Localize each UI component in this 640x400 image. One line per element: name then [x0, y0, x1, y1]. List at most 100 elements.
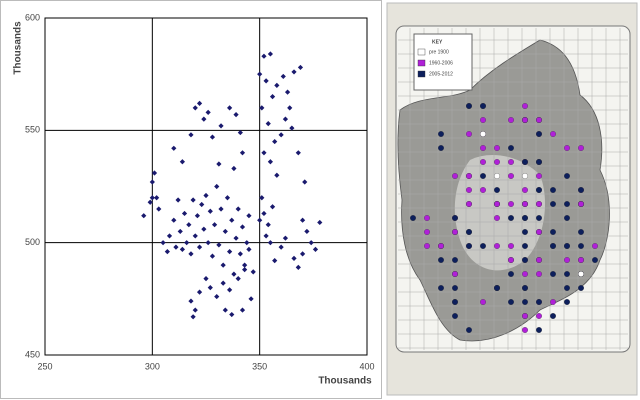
point [218, 206, 224, 212]
point [179, 159, 185, 165]
point [284, 89, 291, 95]
map-dot [466, 131, 472, 137]
point [199, 201, 205, 208]
point [300, 217, 306, 223]
map-dot [550, 271, 556, 277]
map-dot [592, 243, 598, 249]
map-dot [480, 131, 486, 137]
map-dot [522, 327, 528, 333]
point [194, 213, 201, 219]
map-dot [410, 215, 416, 221]
point [188, 132, 194, 138]
map-dot [536, 159, 542, 165]
point [304, 228, 310, 235]
point [265, 222, 271, 228]
point [239, 150, 246, 156]
key-swatch [417, 70, 426, 78]
map-dot [494, 285, 500, 291]
key-label: pre 1900 [429, 49, 449, 55]
point [289, 125, 295, 131]
map-dot [508, 243, 514, 249]
point [272, 138, 278, 145]
map-dot [522, 159, 528, 165]
point [291, 255, 297, 261]
map-dot [578, 271, 584, 277]
map-dot [508, 173, 514, 179]
map-dot [578, 187, 584, 193]
point [177, 228, 183, 235]
map-dot [452, 313, 458, 319]
map-dot [508, 271, 514, 277]
map-dot [522, 243, 528, 249]
point [205, 240, 211, 246]
map-dot [536, 257, 542, 263]
map-dot [550, 313, 556, 319]
point [222, 228, 228, 235]
point [287, 105, 293, 111]
point [280, 73, 286, 80]
map-dot [564, 173, 570, 179]
map-dot [536, 313, 542, 319]
point [192, 307, 198, 313]
point [263, 78, 269, 84]
map-dot [536, 229, 542, 235]
x-tick-label: 400 [359, 361, 374, 371]
point [259, 105, 265, 111]
map-dot [550, 229, 556, 235]
map-dot [508, 117, 514, 123]
point [237, 129, 243, 136]
point [244, 240, 250, 246]
map-dot [480, 173, 486, 179]
map-dot [466, 187, 472, 193]
point [227, 249, 233, 255]
point [190, 197, 196, 203]
point [261, 210, 267, 217]
map-key: KEY pre 1900 1960-2006 2005-2012 [413, 33, 473, 91]
point [269, 94, 276, 100]
point [205, 109, 211, 115]
point [201, 116, 207, 122]
map-dot [494, 215, 500, 221]
map-dot [452, 229, 458, 235]
map-dot [438, 285, 444, 291]
map-dot [536, 215, 542, 221]
map-dot [550, 299, 556, 305]
map-dot [536, 201, 542, 207]
key-swatch [417, 59, 426, 67]
point [196, 244, 203, 250]
point [209, 134, 216, 140]
point [156, 206, 162, 212]
point [192, 105, 198, 111]
point [147, 199, 153, 205]
point [164, 249, 170, 255]
y-axis-title: Thousands [13, 21, 24, 75]
point [282, 116, 289, 122]
y-tick-label: 600 [25, 12, 40, 22]
point [216, 242, 222, 248]
map-dot [564, 257, 570, 263]
map-dots [410, 103, 598, 333]
point [179, 246, 185, 253]
map-dot [578, 229, 584, 235]
point [231, 271, 237, 277]
key-swatch [417, 48, 426, 56]
map-dot [438, 145, 444, 151]
map-dot [508, 215, 514, 221]
point [201, 226, 207, 232]
point [297, 64, 304, 71]
map-dot [522, 117, 528, 123]
point [274, 82, 280, 88]
map-dot [564, 145, 570, 151]
upland-shape [454, 155, 545, 271]
map-dot [522, 271, 528, 277]
map-dot [564, 201, 570, 207]
point [214, 293, 220, 300]
map-dot [536, 271, 542, 277]
point [184, 240, 190, 246]
map-dot [480, 159, 486, 165]
point [248, 296, 254, 302]
map-dot [522, 299, 528, 305]
point [242, 262, 248, 268]
map-dot [494, 201, 500, 207]
